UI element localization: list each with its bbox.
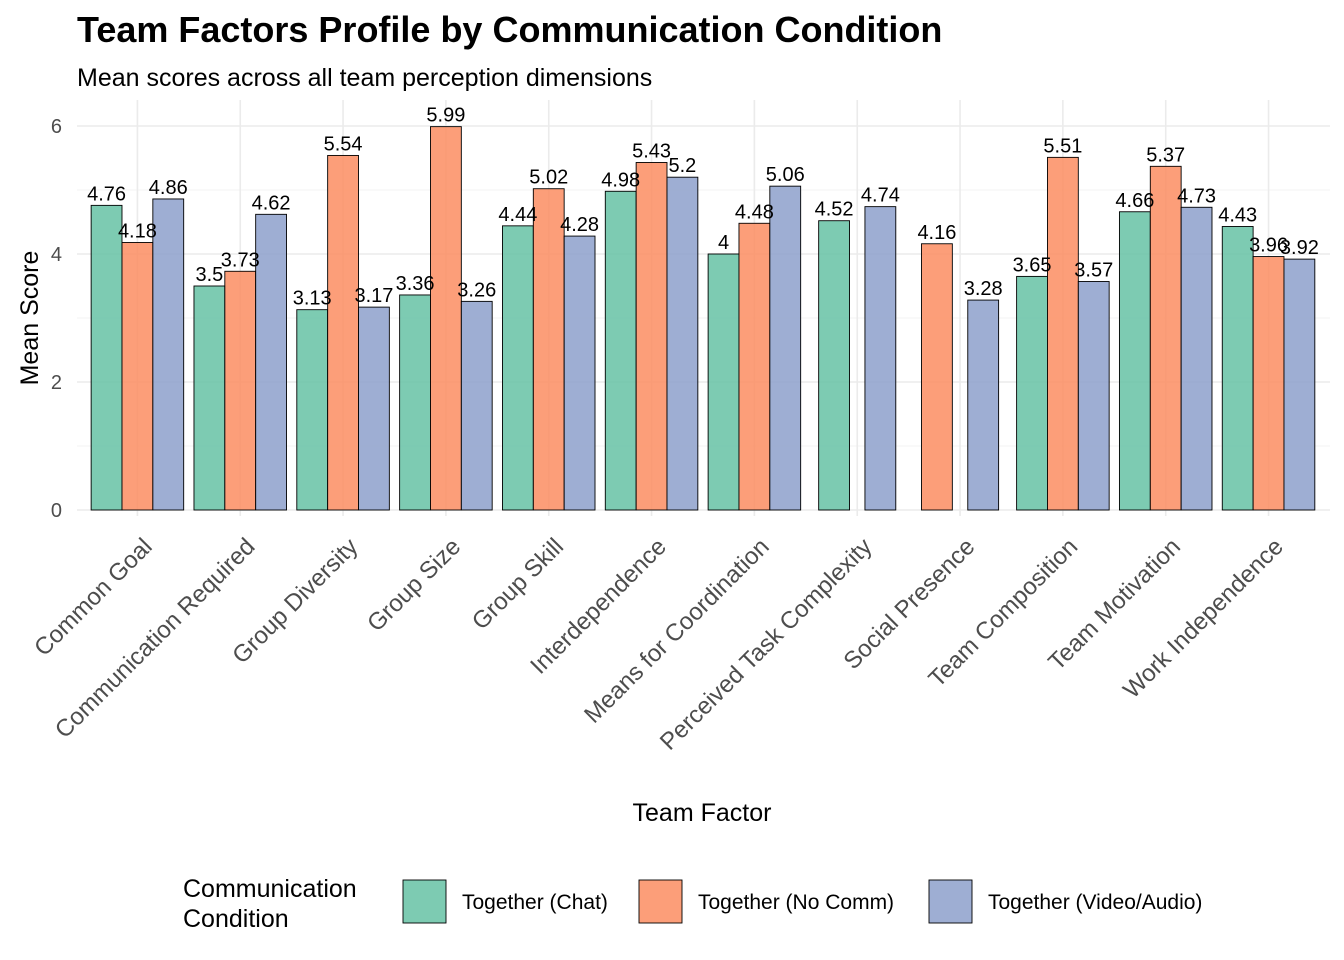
data-label: 5.2 xyxy=(669,155,697,177)
x-axis-title: Team Factor xyxy=(633,799,772,827)
data-label: 5.99 xyxy=(426,105,465,127)
data-label: 3.17 xyxy=(354,285,393,307)
data-label: 5.54 xyxy=(324,133,363,155)
data-label: 4 xyxy=(718,232,729,254)
data-labels-group: 4.76 4.18 4.86 3.53.73 4.62 3.13 5.54 3.173.36 5… xyxy=(87,105,1319,310)
data-label: 3.5 xyxy=(195,264,223,286)
data-label: 3.13 xyxy=(293,288,332,310)
x-tick-label: Communication Required xyxy=(50,533,261,744)
legend-swatch-together-video-audio xyxy=(928,879,973,924)
data-label: 5.06 xyxy=(766,164,805,186)
bar-team-composition-together-no-comm xyxy=(1047,156,1079,511)
legend-title-line-1: Communication xyxy=(183,875,357,903)
data-label: 4.98 xyxy=(601,169,640,191)
legend-title-line-2: Condition xyxy=(183,905,289,933)
data-label: 3.92 xyxy=(1280,237,1319,259)
bar-group-size-together-no-comm xyxy=(430,126,462,511)
x-tick-label: Group Size xyxy=(362,533,466,637)
data-label: 4.16 xyxy=(917,222,956,244)
bar-team-motivation-together-video-audio xyxy=(1180,206,1213,511)
bar-team-composition-together-chat xyxy=(1016,275,1048,511)
bar-interdependence-together-no-comm xyxy=(635,162,668,511)
legend-label-together-video-audio: Together (Video/Audio) xyxy=(988,891,1202,914)
bar-social-presence-together-video-audio xyxy=(967,299,1000,511)
data-label: 3.96 xyxy=(1249,235,1288,257)
data-label: 4.74 xyxy=(861,185,900,207)
bar-means-for-coordination-together-chat xyxy=(707,253,740,511)
bar-common-goal-together-video-audio xyxy=(152,198,185,511)
bar-group-skill-together-video-audio xyxy=(563,235,596,511)
legend: Communication Condition Together (Chat) T… xyxy=(183,875,1202,933)
data-label: 4.18 xyxy=(118,220,157,242)
y-tick-label: 2 xyxy=(51,372,62,394)
data-label: 5.51 xyxy=(1043,135,1082,157)
data-label: 3.36 xyxy=(396,273,435,295)
data-label: 4.43 xyxy=(1218,204,1257,226)
bar-work-independence-together-no-comm xyxy=(1252,256,1285,511)
bar-team-motivation-together-chat xyxy=(1118,211,1151,511)
data-label: 3.28 xyxy=(964,278,1003,300)
bar-communication-required-together-chat xyxy=(193,285,226,511)
data-label: 3.26 xyxy=(457,279,496,301)
x-tick-label: Perceived Task Complexity xyxy=(655,533,878,756)
legend-swatch-together-chat xyxy=(402,879,447,924)
bar-social-presence-together-no-comm xyxy=(921,243,953,511)
bar-interdependence-together-video-audio xyxy=(666,176,699,511)
data-label: 3.73 xyxy=(221,249,260,271)
data-label: 4.86 xyxy=(149,177,188,199)
data-label: 4.52 xyxy=(815,199,854,221)
bar-team-composition-together-video-audio xyxy=(1077,281,1110,511)
bar-group-size-together-video-audio xyxy=(460,300,493,511)
bar-means-for-coordination-together-no-comm xyxy=(738,222,771,511)
bar-work-independence-together-chat xyxy=(1221,226,1254,511)
bars-group xyxy=(90,126,1316,511)
bar-work-independence-together-video-audio xyxy=(1283,258,1316,511)
legend-title: Communication Condition xyxy=(183,875,364,933)
bar-group-diversity-together-video-audio xyxy=(358,306,390,511)
bar-group-skill-together-chat xyxy=(502,225,534,511)
bar-group-diversity-together-no-comm xyxy=(327,154,359,511)
bar-group-size-together-chat xyxy=(399,294,431,511)
legend-label-together-no-comm: Together (No Comm) xyxy=(698,891,894,914)
bar-perceived-task-complexity-together-video-audio xyxy=(864,206,897,511)
bar-means-for-coordination-together-video-audio xyxy=(769,185,802,511)
x-tick-label: Means for Coordination xyxy=(579,533,774,728)
data-label: 4.76 xyxy=(87,183,126,205)
bar-interdependence-together-chat xyxy=(604,190,637,511)
bar-communication-required-together-video-audio xyxy=(255,213,287,511)
bar-team-motivation-together-no-comm xyxy=(1149,165,1182,511)
legend-swatch-together-no-comm xyxy=(638,879,683,924)
legend-label-together-chat: Together (Chat) xyxy=(462,891,608,914)
data-label: 5.37 xyxy=(1146,144,1185,166)
data-label: 5.02 xyxy=(529,167,568,189)
legend-items: Together (Chat) Together (No Comm) Togethe… xyxy=(402,879,1202,924)
data-label: 3.57 xyxy=(1074,260,1113,282)
bar-common-goal-together-chat xyxy=(90,204,123,511)
bar-group-skill-together-no-comm xyxy=(532,188,565,511)
y-axis-title: Mean Score xyxy=(16,251,44,386)
data-label: 4.48 xyxy=(735,201,774,223)
data-label: 5.43 xyxy=(632,140,671,162)
data-label: 4.62 xyxy=(252,192,291,214)
data-label: 4.28 xyxy=(560,214,599,236)
bar-group-diversity-together-chat xyxy=(296,309,329,511)
chart-title: Team Factors Profile by Communication Co… xyxy=(77,9,942,50)
bar-communication-required-together-no-comm xyxy=(224,270,257,511)
data-label: 4.73 xyxy=(1177,185,1216,207)
y-tick-label: 0 xyxy=(51,500,62,522)
y-tick-label: 4 xyxy=(51,244,62,266)
bar-perceived-task-complexity-together-chat xyxy=(818,220,850,511)
chart-subtitle: Mean scores across all team perception d… xyxy=(77,64,652,92)
y-axis-ticks: 0 2 4 6 xyxy=(51,116,62,522)
y-tick-label: 6 xyxy=(51,116,62,138)
data-label: 3.65 xyxy=(1013,254,1052,276)
data-label: 4.44 xyxy=(498,204,537,226)
x-tick-label: Group Skill xyxy=(467,533,569,635)
data-label: 4.66 xyxy=(1115,190,1154,212)
bar-common-goal-together-no-comm xyxy=(121,242,154,511)
